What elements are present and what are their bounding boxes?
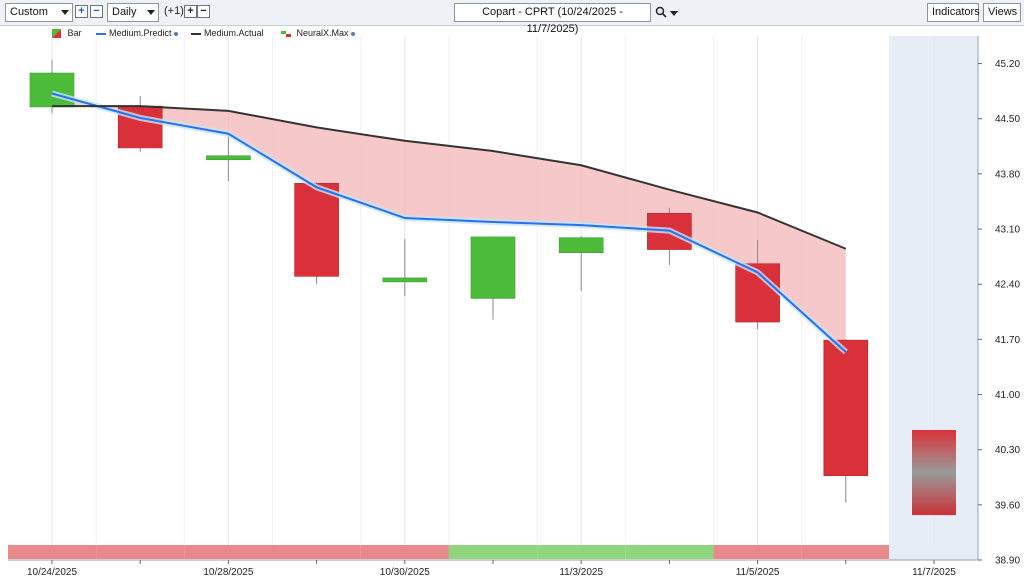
offset-plus-button[interactable]: + <box>184 5 197 18</box>
y-tick-label: 42.40 <box>995 280 1020 291</box>
x-tick-label: 10/24/2025 <box>27 567 77 578</box>
signal-band-segment <box>360 545 449 559</box>
chart-type-label: Custom <box>10 6 48 18</box>
indicators-label: Indicators <box>932 6 980 18</box>
y-tick-label: 41.70 <box>995 335 1020 346</box>
y-tick-label: 41.00 <box>995 390 1020 401</box>
legend-item-predict: Medium.Predict <box>96 28 178 38</box>
search-dropdown-icon[interactable] <box>670 11 678 16</box>
candle-up <box>382 277 428 283</box>
y-tick-label: 40.30 <box>995 445 1020 456</box>
actual-swatch-icon <box>191 33 201 35</box>
info-dot-icon <box>350 31 355 36</box>
y-tick-label: 38.90 <box>995 556 1020 567</box>
y-tick-label: 43.80 <box>995 169 1020 180</box>
legend-item-bar: Bar <box>52 28 82 39</box>
predict-line <box>51 92 847 353</box>
interval-select[interactable]: Daily <box>107 3 159 22</box>
chart-type-select[interactable]: Custom <box>5 3 73 22</box>
interval-label: Daily <box>112 6 137 18</box>
signal-band-segment <box>537 545 626 559</box>
info-dot-icon <box>173 31 178 36</box>
views-label: Views <box>988 6 1018 18</box>
x-tick-label: 10/28/2025 <box>203 567 253 578</box>
legend-item-actual: Medium.Actual <box>191 28 264 38</box>
signal-band-segment <box>801 545 889 559</box>
chevron-down-icon <box>61 10 69 15</box>
y-tick-label: 43.10 <box>995 225 1020 236</box>
bar-swatch-icon <box>52 29 61 39</box>
y-tick-label: 44.50 <box>995 114 1020 125</box>
signal-band-segment <box>713 545 802 559</box>
indicators-button[interactable]: Indicators <box>927 3 980 22</box>
legend-label-predict: Medium.Predict <box>109 28 172 38</box>
toolbar: Custom + − Daily (+1) + − Copart - CPRT … <box>0 0 1024 35</box>
offset-minus-button[interactable]: − <box>197 5 210 18</box>
candle-up <box>470 236 516 299</box>
signal-band-segment <box>272 545 361 559</box>
signal-band-segment <box>184 545 273 559</box>
search-icon[interactable] <box>655 6 667 18</box>
candle-up <box>29 72 75 108</box>
chevron-down-icon <box>147 10 155 15</box>
y-tick-label: 45.20 <box>995 59 1020 70</box>
views-button[interactable]: Views <box>983 3 1021 22</box>
x-tick-label: 11/3/2025 <box>559 567 603 578</box>
signal-band-segment <box>8 545 97 559</box>
predict-swatch-icon <box>96 33 106 35</box>
signal-band-segment <box>625 545 714 559</box>
legend-label-bar: Bar <box>67 28 82 38</box>
symbol-title: Copart - CPRT (10/24/2025 - 11/7/2025) <box>482 6 623 35</box>
y-tick-label: 39.60 <box>995 500 1020 511</box>
price-chart: 45.20 44.50 43.80 43.10 42.40 41.70 41.00 40.30… <box>8 36 1020 578</box>
x-tick-label: 11/7/2025 <box>912 567 956 578</box>
candle-up <box>558 237 604 253</box>
legend-label-actual: Medium.Actual <box>204 28 264 38</box>
x-tick-label: 10/30/2025 <box>380 567 430 578</box>
x-tick-label: 11/5/2025 <box>736 567 780 578</box>
neural-swatch-icon <box>281 30 291 37</box>
candle-down <box>294 183 339 277</box>
remove-button[interactable]: − <box>90 5 103 18</box>
signal-band-segment <box>448 545 538 559</box>
neural-forecast-bar <box>912 429 956 516</box>
signal-band-segment <box>96 545 185 559</box>
actual-line <box>52 105 847 250</box>
candle-up <box>206 155 251 161</box>
offset-label: (+1) <box>164 5 184 17</box>
candle-down <box>823 339 869 476</box>
legend-item-neural: NeuralX.Max <box>281 28 355 38</box>
symbol-title-box[interactable]: Copart - CPRT (10/24/2025 - 11/7/2025) <box>454 3 651 35</box>
add-button[interactable]: + <box>75 5 88 18</box>
legend-label-neural: NeuralX.Max <box>296 28 349 38</box>
